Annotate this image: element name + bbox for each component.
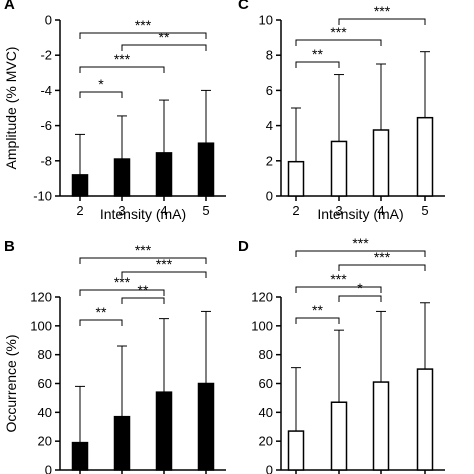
- panel-c-significance-bracket: [295, 39, 382, 46]
- panel-c-y-tick-label: 8: [266, 48, 273, 63]
- panel-a-significance-bracket: [79, 32, 207, 39]
- panel-c-significance-label: **: [312, 46, 323, 62]
- panel-d-significance-label: *: [357, 280, 363, 296]
- panel-c-y-tick-label: 2: [266, 153, 273, 168]
- panel-b-significance-label: ***: [114, 274, 131, 290]
- panel-a-y-tick-label: 0: [45, 13, 52, 28]
- panel-d-y-tick-label: 0: [266, 463, 273, 474]
- panel-d-bar: [287, 430, 305, 471]
- panel-a-y-tick-label: -4: [40, 83, 52, 98]
- panel-b-y-tick-label: 120: [30, 290, 52, 305]
- panel-c-bar: [330, 140, 348, 197]
- panel-b-significance-label: **: [96, 304, 107, 320]
- panel-c-x-axis-title: Intensity (mA): [317, 206, 403, 222]
- panel-b-y-tick-label: 100: [30, 318, 52, 333]
- panel-b-bar: [197, 382, 215, 471]
- panel-a-x-axis-title: Intensity (mA): [100, 206, 186, 222]
- panel-d-label: D: [238, 238, 249, 255]
- panel-d-bar: [416, 368, 434, 471]
- panel-c-bar: [416, 116, 434, 197]
- panel-c-y-tick-label: 4: [266, 118, 273, 133]
- panel-a-y-tick-label: -8: [40, 153, 52, 168]
- panel-a-x-tick-label: 4: [160, 203, 167, 218]
- panel-b-bar: [71, 441, 89, 471]
- panel-b-significance-bracket: [79, 319, 123, 326]
- panel-c-bar: [372, 129, 390, 197]
- panel-b-y-tick-label: 60: [38, 376, 52, 391]
- panel-a-significance-bracket: [79, 91, 123, 98]
- panel-c-x-tick-label: 5: [421, 203, 428, 218]
- panel-d-bar: [330, 401, 348, 471]
- panel-a-label: A: [4, 0, 15, 13]
- panel-b-significance-bracket: [121, 297, 165, 304]
- panel-c-y-tick-label: 6: [266, 83, 273, 98]
- panel-d-y-tick-label: 40: [259, 405, 273, 420]
- panel-c-label: C: [238, 0, 249, 13]
- panel-a-y-tick-label: -6: [40, 118, 52, 133]
- panel-d-significance-bracket: [295, 286, 382, 293]
- panel-a-significance-label: ***: [114, 51, 131, 67]
- panel-c-x-tick-label: 2: [292, 203, 299, 218]
- panel-b-significance-bracket: [121, 271, 207, 278]
- panel-d-y-tick-label: 80: [259, 347, 273, 362]
- panel-d-significance-label: ***: [330, 271, 347, 287]
- panel-d-significance-bracket: [338, 295, 382, 302]
- panel-a-x-tick-label: 3: [118, 203, 125, 218]
- panel-a-significance-label: ***: [135, 17, 152, 33]
- panel-b-significance-label: ***: [156, 256, 173, 272]
- panel-a-y-tick-label: -10: [33, 189, 52, 204]
- panel-d-y-tick-label: 120: [251, 290, 273, 305]
- panel-b-y-tick-label: 20: [38, 434, 52, 449]
- panel-b-significance-bracket: [79, 257, 207, 264]
- panel-d-significance-bracket: [295, 317, 340, 324]
- panel-d-y-tick-label: 100: [251, 318, 273, 333]
- panel-d-bar: [372, 381, 390, 471]
- panel-c-bar: [287, 160, 305, 197]
- panel-a-significance-label: **: [159, 29, 170, 45]
- panel-c-significance-label: ***: [330, 24, 347, 40]
- panel-a-bar: [113, 158, 131, 197]
- panel-c-significance-bracket: [338, 18, 426, 25]
- panel-d-significance-bracket: [295, 250, 426, 257]
- panel-d-significance-bracket: [338, 264, 426, 271]
- panel-d-y-tick-label: 60: [259, 376, 273, 391]
- panel-c-x-tick-label: 3: [335, 203, 342, 218]
- panel-b-y-tick-label: 80: [38, 347, 52, 362]
- panel-a-bar: [71, 174, 89, 197]
- panel-b-bar: [155, 391, 173, 471]
- panel-c-y-tick-label: 0: [266, 189, 273, 204]
- panel-a-x-tick-label: 5: [202, 203, 209, 218]
- panel-c-significance-label: ***: [374, 3, 391, 19]
- panel-a-y-axis-title: Amplitude (% MVC): [3, 47, 19, 170]
- panel-a-significance-bracket: [79, 66, 165, 73]
- panel-b-y-tick-label: 40: [38, 405, 52, 420]
- panel-d-y-tick-label: 20: [259, 434, 273, 449]
- panel-b-significance-bracket: [79, 289, 165, 296]
- panel-a-y-tick-label: -2: [40, 48, 52, 63]
- panel-b-y-axis-title: Occurrence (%): [3, 334, 19, 432]
- panel-a-x-tick-label: 2: [76, 203, 83, 218]
- panel-d-significance-label: **: [312, 302, 323, 318]
- panel-b-significance-label: ***: [135, 242, 152, 258]
- panel-b-y-tick-label: 0: [45, 463, 52, 474]
- panel-a-bar: [197, 142, 215, 197]
- panel-c-y-tick-label: 10: [259, 13, 273, 28]
- panel-c-significance-bracket: [295, 61, 340, 68]
- panel-b-bar: [113, 415, 131, 471]
- panel-b-label: B: [4, 238, 15, 255]
- panel-a-bar: [155, 152, 173, 197]
- panel-a-significance-bracket: [121, 44, 207, 51]
- panel-c-x-tick-label: 4: [377, 203, 384, 218]
- panel-d-significance-label: ***: [352, 235, 369, 251]
- panel-d-significance-label: ***: [374, 249, 391, 265]
- panel-a-significance-label: *: [98, 76, 104, 92]
